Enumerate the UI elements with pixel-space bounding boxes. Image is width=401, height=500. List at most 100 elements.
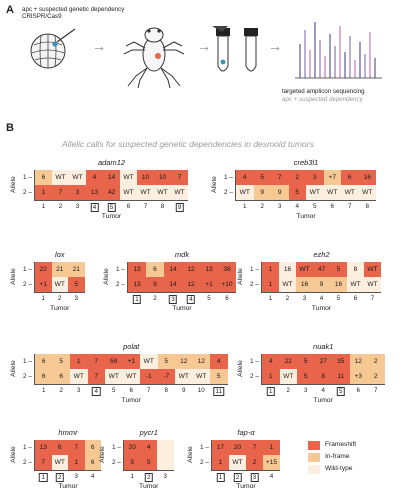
heatmap-cell: WT [192,369,210,384]
heatmap-cell: WT [306,185,324,200]
tumor-tick-label: 6 [126,203,131,210]
allele-row-label: 2 – [224,189,233,196]
heatmap-cell: 5 [140,455,157,470]
heatmap-cell: 7 [246,440,263,455]
tumor-tick-label: 1 [39,473,48,482]
heatmap-cell: 27 [314,354,332,369]
allele-row-label: 1 – [250,358,259,365]
heatmap-cell: 8 [347,262,364,277]
sequencing-reads-icon [295,22,382,79]
heatmap-cell: 1 [263,440,280,455]
allele-axis-label: Allele [9,360,17,377]
heatmap-cell: WT [229,455,246,470]
tumor-axis-label: Tumor [139,483,159,490]
heatmap-cell: 9 [146,277,164,292]
tumor-tick-label: 7 [143,203,148,210]
tumor-tick-label: 3 [74,295,78,302]
tumor-tick-label: 7 [348,203,352,210]
tumor-tick-label: 4 [92,387,101,396]
heatmap-axes [127,262,236,293]
heatmap-cell: 42 [103,185,120,200]
tumor-tick-label: 4 [186,295,196,304]
allele-axis-label: Allele [98,446,106,463]
allele-axis-label: Allele [9,268,17,285]
heatmap-cell: 7 [68,440,85,455]
allele-axis-label: Allele [186,446,194,463]
tumor-tick-label: 2 [233,473,242,482]
allele-row-label: 2 – [23,459,32,466]
tumor-tick-label: 1 [243,203,247,210]
tumor-tick-label: 2 [286,387,290,394]
heatmap-cell: 13 [35,440,52,455]
heatmap-cell: 6 [35,170,52,185]
tumor-axis-label: Tumor [296,213,316,220]
heatmap-cell: 5 [253,170,271,185]
panel-a-letter: A [6,4,14,16]
allele-axis-label: Allele [210,176,218,193]
allele-row-label: 2 – [23,373,32,380]
heatmap-cell: 9 [253,185,271,200]
allele-row-label: 2 – [116,281,125,288]
heatmap-cell: 14 [164,277,182,292]
heatmap-cell: 12 [182,262,200,277]
tumor-tick-label: 3 [74,473,78,480]
heatmap-cell: 12 [349,354,367,369]
heatmap-cell: WT [358,185,376,200]
heatmap-cell: 5 [330,262,347,277]
heatmap-cell: WT [279,369,297,384]
allele-row-label: 1 – [116,266,125,273]
heatmap-cell: 11 [332,369,350,384]
tumor-tick-label: 1 [266,387,275,396]
heatmap-cell: WT [105,369,123,384]
heatmap-cell: 5 [297,354,315,369]
allele-row-label: 1 – [23,174,32,181]
heatmap-cell [157,455,174,470]
heatmap-cell: WT [140,354,158,369]
tumor-tick-label: 6 [225,295,229,302]
heatmap-cell: +3 [349,369,367,384]
heatmap-axes [34,440,101,471]
heatmap-cell: 7 [271,170,289,185]
tumor-tick-label: 5 [336,387,345,396]
heatmap-cell: 7 [87,354,105,369]
tumor-axis-label: Tumor [172,305,192,312]
allele-row-label: 2 – [250,373,259,380]
tumor-tick-label: 3 [304,387,308,394]
heatmap-cell: 1 [212,455,229,470]
frog-icon [123,27,185,89]
heatmap-cell: 6 [341,170,359,185]
tumor-tick-label: 2 [260,203,264,210]
heatmap-cell: 1 [262,262,279,277]
heatmap-nuak1: nuak1 Allele 1 –4 22 5 27 35 12 2 2 –1 WT 5 8 11 +3 2 1 2… [237,342,395,414]
tumor-tick-label: 7 [374,387,378,394]
injection-label-line2: CRISPR/Cas9 [22,13,62,20]
allele-row-label: 2 – [250,281,259,288]
heatmap-cell: 6 [84,455,101,470]
tumor-axis-label: Tumor [101,213,122,220]
heatmap-cell: WT [154,185,171,200]
heatmap-cell: 6 [52,369,70,384]
heatmap-gene-label: nuak1 [313,342,334,351]
heatmap-gene-label: pycr1 [139,428,158,437]
heatmap-cell: 5 [68,277,85,292]
allele-axis-label: Allele [236,268,244,285]
sequencing-subtitle: apc + suspected dependency [282,96,363,103]
legend-swatch [308,465,320,474]
heatmap-adam12: adam12 Allele 1 –6 WT WT 4 14 WT 10 10 7 2 –1 7 3 13 42… [10,158,198,230]
heatmap-cell: 6 [84,440,101,455]
heatmap-gene-label: creb3l1 [293,158,319,167]
heatmap-cell [157,440,174,455]
tumor-tick-label: 1 [268,295,273,302]
heatmap-cell: 1 [70,354,88,369]
legend-swatch [308,453,320,462]
heatmap-cell: 7 [171,170,188,185]
tumor-tick-label: 3 [302,295,307,302]
tumor-axis-label: Tumor [50,305,70,312]
heatmap-cell: 6 [35,369,53,384]
tumor-axis-label: Tumor [236,483,256,490]
tumor-tick-label: 5 [336,295,341,302]
heatmap-cell: -1 [140,369,158,384]
heatmap-cell: 16 [296,277,313,292]
sequencing-title: targeted amplicon sequencing [282,88,365,95]
allele-row-label: 1 – [23,444,32,451]
